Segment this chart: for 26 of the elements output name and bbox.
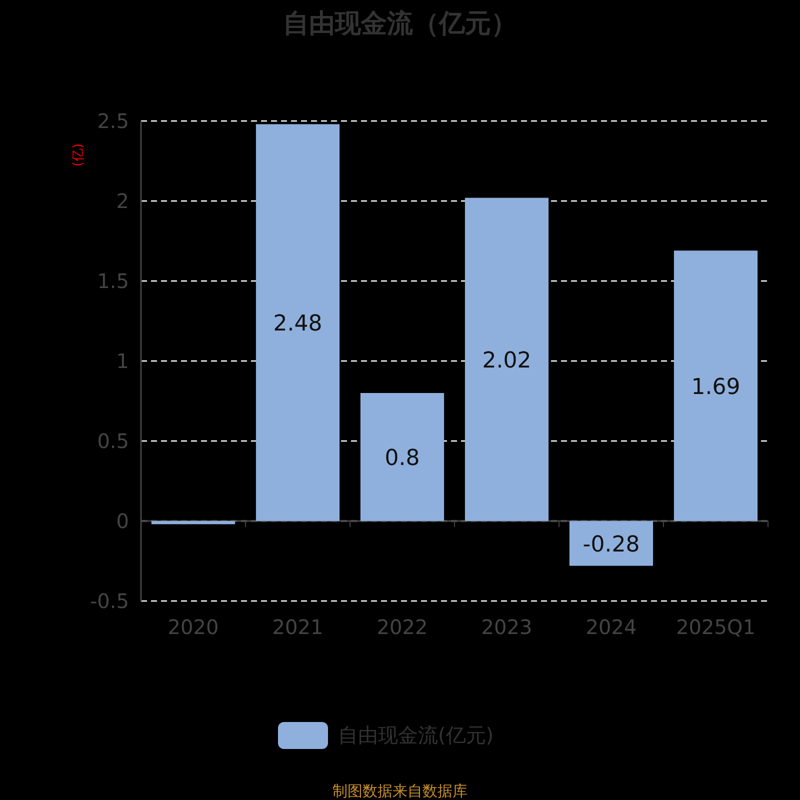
x-tick-label: 2024: [586, 615, 637, 639]
y-tick-label: 1: [116, 349, 129, 373]
bar: [256, 124, 340, 521]
x-tick-label: 2021: [272, 615, 324, 639]
data-label: -0.28: [582, 532, 640, 558]
bar: [151, 521, 236, 524]
y-tick-label: 0.5: [97, 429, 129, 453]
bar: [674, 250, 758, 521]
data-label: 1.69: [691, 374, 740, 400]
x-tick-label: 2022: [376, 615, 428, 639]
bar: [464, 198, 549, 521]
data-label: 0.8: [384, 446, 420, 471]
x-tick-label: 2020: [168, 615, 219, 639]
data-label: 2.48: [273, 312, 322, 337]
y-tick-label: 2: [116, 189, 129, 213]
y-tick-label: 2.5: [97, 109, 129, 133]
y-tick-label: 0: [116, 509, 129, 533]
x-tick-label: 2023: [481, 615, 532, 639]
text: 制图数据来自数据库: [332, 782, 468, 800]
y-tick-label: 1.5: [97, 269, 129, 293]
data-label: 2.02: [482, 348, 532, 374]
y-tick-label: -0.5: [90, 589, 129, 613]
x-tick-label: 2025Q1: [676, 615, 756, 639]
bar: [569, 521, 654, 566]
y-axis-title: (亿): [71, 143, 86, 167]
bar: [360, 393, 444, 521]
